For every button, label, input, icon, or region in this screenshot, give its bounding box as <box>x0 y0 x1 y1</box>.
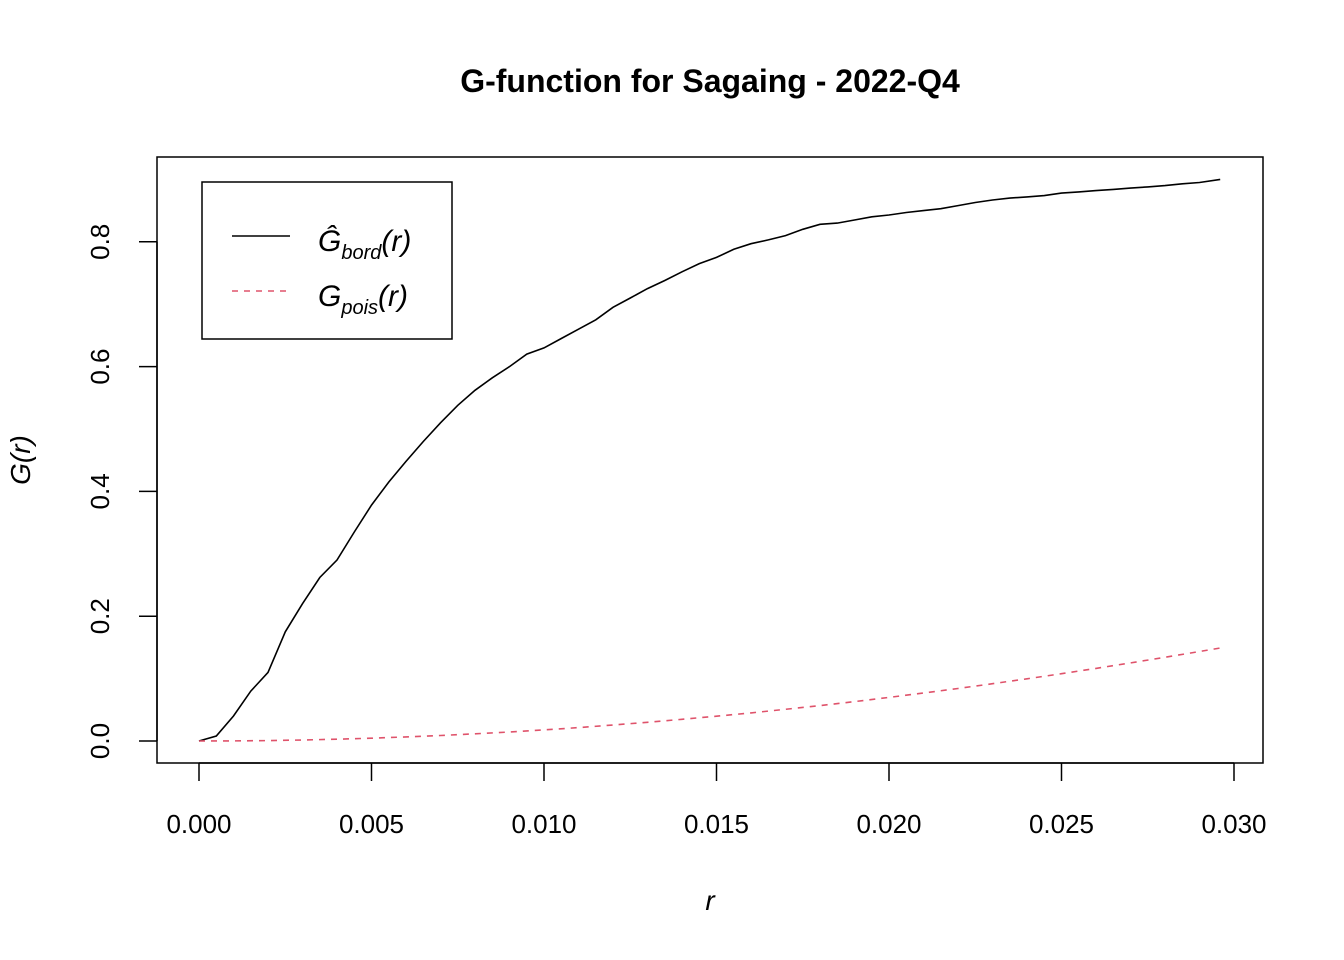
x-axis-label: r <box>705 885 716 916</box>
x-tick-label: 0.015 <box>684 809 749 839</box>
x-tick-label: 0.000 <box>166 809 231 839</box>
legend-box <box>201 181 453 340</box>
x-tick-label: 0.010 <box>511 809 576 839</box>
legend: Ĝbord(r) Gpois(r) <box>201 181 453 340</box>
y-tick-label: 0.2 <box>85 598 115 634</box>
y-tick-label: 0.6 <box>85 349 115 385</box>
x-tick-label: 0.005 <box>339 809 404 839</box>
chart-title: G-function for Sagaing - 2022-Q4 <box>460 63 960 99</box>
y-tick-label: 0.0 <box>85 723 115 759</box>
legend-label-bord: Ĝbord(r) <box>318 224 411 264</box>
x-axis: 0.000 0.005 0.010 0.015 0.020 0.025 0.030 <box>166 762 1267 839</box>
y-axis: 0.0 0.2 0.4 0.6 0.8 <box>85 224 158 759</box>
y-tick-label: 0.4 <box>85 473 115 509</box>
y-axis-label: G(r) <box>5 435 36 485</box>
y-tick-label: 0.8 <box>85 224 115 260</box>
series-line-bord <box>198 178 1221 742</box>
x-tick-label: 0.030 <box>1201 809 1266 839</box>
series-line-pois <box>198 647 1221 742</box>
x-tick-label: 0.020 <box>856 809 921 839</box>
series-layer <box>198 178 1221 742</box>
legend-label-pois: Gpois(r) <box>318 280 408 319</box>
x-tick-label: 0.025 <box>1029 809 1094 839</box>
